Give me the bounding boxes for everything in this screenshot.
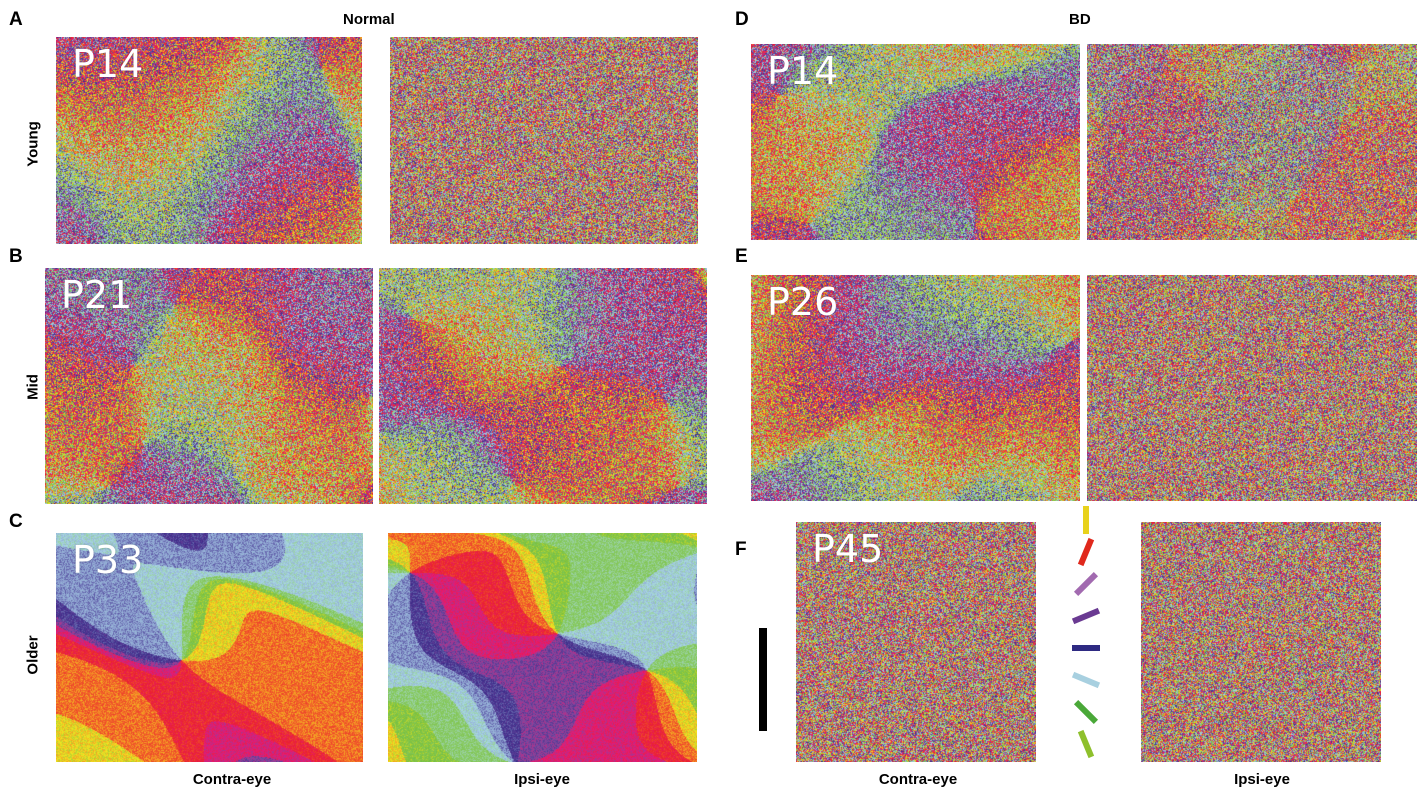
orientation-map	[390, 37, 698, 244]
panel-letter-f: F	[735, 539, 747, 560]
orientation-map-texture	[379, 268, 707, 504]
orientation-map-texture	[1141, 522, 1381, 762]
orientation-map: P45	[796, 522, 1036, 762]
panel-letter-c: C	[9, 511, 23, 532]
age-label: P26	[767, 280, 839, 324]
orientation-key-tick	[1073, 571, 1099, 597]
orientation-key-tick	[1071, 671, 1101, 689]
orientation-map	[388, 533, 697, 762]
panel-letter-b: B	[9, 246, 23, 267]
orientation-map: P33	[56, 533, 363, 762]
column-label-ipsi-normal: Ipsi-eye	[514, 771, 570, 788]
orientation-map-texture	[751, 275, 1080, 501]
column-label-ipsi-bd: Ipsi-eye	[1234, 771, 1290, 788]
row-label-young: Young	[24, 121, 42, 167]
row-label-mid: Mid	[24, 374, 42, 400]
panel-letter-e: E	[735, 246, 748, 267]
orientation-key-tick	[1077, 729, 1095, 759]
age-label: P21	[61, 273, 133, 317]
orientation-key-tick	[1073, 699, 1099, 725]
scale-bar	[759, 628, 767, 731]
orientation-key-tick	[1083, 506, 1089, 534]
column-label-contra-normal: Contra-eye	[192, 771, 272, 788]
orientation-map-texture	[45, 268, 373, 504]
age-label: P14	[72, 42, 144, 86]
orientation-map-texture	[56, 37, 362, 244]
orientation-map: P21	[45, 268, 373, 504]
orientation-key-tick	[1072, 645, 1100, 651]
orientation-map-texture	[796, 522, 1036, 762]
right-heading: BD	[1069, 11, 1091, 28]
age-label: P14	[767, 49, 839, 93]
orientation-map-texture	[56, 533, 363, 762]
orientation-map	[1141, 522, 1381, 762]
panel-letter-a: A	[9, 9, 23, 30]
left-heading: Normal	[343, 11, 395, 28]
orientation-key-tick	[1077, 537, 1095, 567]
orientation-map: P26	[751, 275, 1080, 501]
age-label: P33	[72, 538, 144, 582]
orientation-map	[379, 268, 707, 504]
orientation-map	[1087, 275, 1417, 501]
row-label-older: Older	[24, 635, 42, 675]
orientation-map	[1087, 44, 1417, 240]
orientation-map-texture	[1087, 275, 1417, 501]
orientation-map: P14	[751, 44, 1080, 240]
orientation-key-tick	[1071, 607, 1101, 625]
panel-letter-d: D	[735, 9, 749, 30]
orientation-map: P14	[56, 37, 362, 244]
age-label: P45	[812, 527, 884, 571]
orientation-map-texture	[1087, 44, 1417, 240]
orientation-map-texture	[751, 44, 1080, 240]
orientation-map-texture	[390, 37, 698, 244]
column-label-contra-bd: Contra-eye	[878, 771, 958, 788]
orientation-map-texture	[388, 533, 697, 762]
